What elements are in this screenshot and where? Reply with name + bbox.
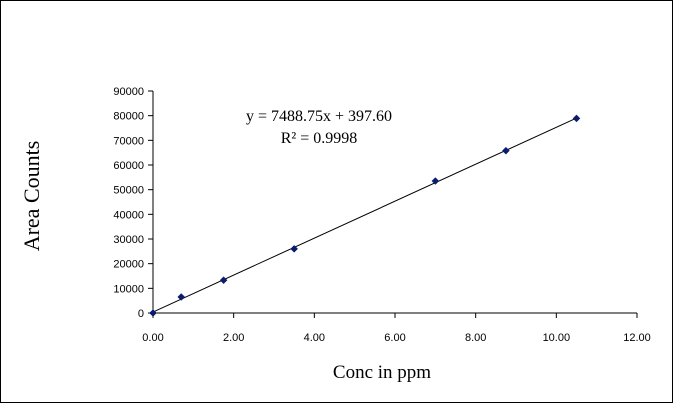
x-tick-label: 12.00 xyxy=(623,332,651,344)
data-points xyxy=(149,114,581,317)
data-point xyxy=(572,114,581,123)
ticks: 0 10000 20000 30000 40000 50000 60000 70000 8000… xyxy=(113,86,650,344)
y-tick-label: 30000 xyxy=(113,234,144,246)
trendline-equation: y = 7488.75x + 397.60 xyxy=(246,108,392,125)
y-tick-label: 90000 xyxy=(113,86,144,98)
x-tick-label: 2.00 xyxy=(223,332,244,344)
y-tick-label: 20000 xyxy=(113,259,144,271)
y-tick-label: 10000 xyxy=(113,283,144,295)
data-point xyxy=(219,276,228,285)
y-tick-label: 60000 xyxy=(113,160,144,172)
y-tick-label: 40000 xyxy=(113,209,144,221)
x-tick-label: 6.00 xyxy=(384,332,405,344)
trendline xyxy=(152,117,577,313)
data-point xyxy=(502,146,510,155)
y-tick-label: 0 xyxy=(138,308,144,320)
x-axis-title: Conc in ppm xyxy=(333,362,431,383)
data-point xyxy=(177,293,186,301)
y-tick-label: 50000 xyxy=(113,185,144,197)
y-tick-label: 70000 xyxy=(113,135,144,147)
x-tick-label: 10.00 xyxy=(543,332,571,344)
data-point xyxy=(149,309,157,317)
x-tick-label: 8.00 xyxy=(465,332,486,344)
y-axis-title: Area Counts xyxy=(19,141,44,252)
data-point xyxy=(431,177,440,185)
y-tick-label: 80000 xyxy=(113,111,144,123)
r-squared-label: R² = 0.9998 xyxy=(281,130,358,147)
x-tick-label: 4.00 xyxy=(304,332,325,344)
x-tick-label: 0.00 xyxy=(142,332,163,344)
trendline-layer xyxy=(152,117,577,313)
data-point xyxy=(290,245,299,253)
